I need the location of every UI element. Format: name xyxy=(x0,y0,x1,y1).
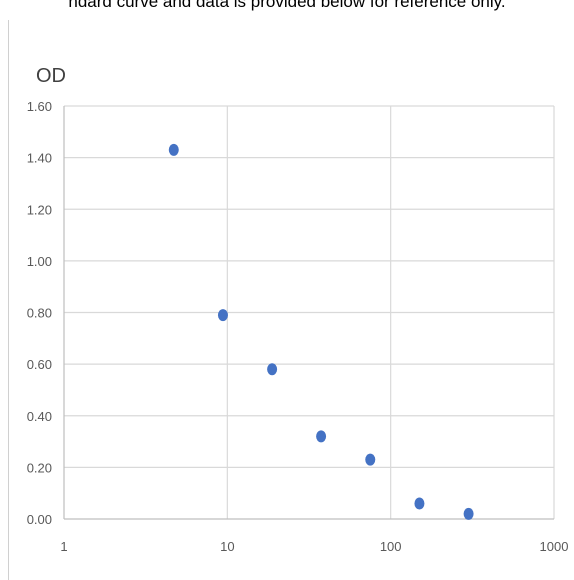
gridlines xyxy=(64,105,555,519)
y-tick-label: 0.40 xyxy=(27,409,52,424)
y-tick-label: 1.00 xyxy=(27,254,52,269)
data-point xyxy=(267,363,278,376)
caption-text: ndard curve and data is provided below f… xyxy=(68,0,506,11)
tick-labels: 0.00 0.20 0.40 0.60 0.80 1.00 1.20 1.40 1.60 1 10 1… xyxy=(27,99,569,554)
data-point xyxy=(365,453,376,466)
y-tick-label: 1.40 xyxy=(27,151,52,166)
data-point xyxy=(463,507,474,520)
data-point xyxy=(316,430,327,443)
data-points xyxy=(168,143,474,520)
y-tick-label: 0.20 xyxy=(27,460,52,475)
x-tick-label: 1000 xyxy=(540,539,569,554)
y-tick-label: 0.80 xyxy=(27,306,52,321)
data-point xyxy=(168,143,179,156)
y-tick-label: 0.00 xyxy=(27,512,52,527)
data-point xyxy=(217,309,228,322)
y-tick-label: 0.60 xyxy=(27,357,52,372)
x-tick-label: 10 xyxy=(220,539,234,554)
y-axis-label: OD xyxy=(36,65,66,87)
x-tick-label: 1 xyxy=(60,539,67,554)
axes xyxy=(63,106,554,520)
y-tick-label: 1.60 xyxy=(27,99,52,114)
y-tick-label: 1.20 xyxy=(27,202,52,217)
chart-area: 0.00 0.20 0.40 0.60 0.80 1.00 1.20 1.40 1.60 1 10 1… xyxy=(8,20,574,580)
scatter-chart: 0.00 0.20 0.40 0.60 0.80 1.00 1.20 1.40 1.60 1 10 1… xyxy=(27,65,569,554)
data-point xyxy=(414,497,425,510)
x-tick-label: 100 xyxy=(380,539,402,554)
